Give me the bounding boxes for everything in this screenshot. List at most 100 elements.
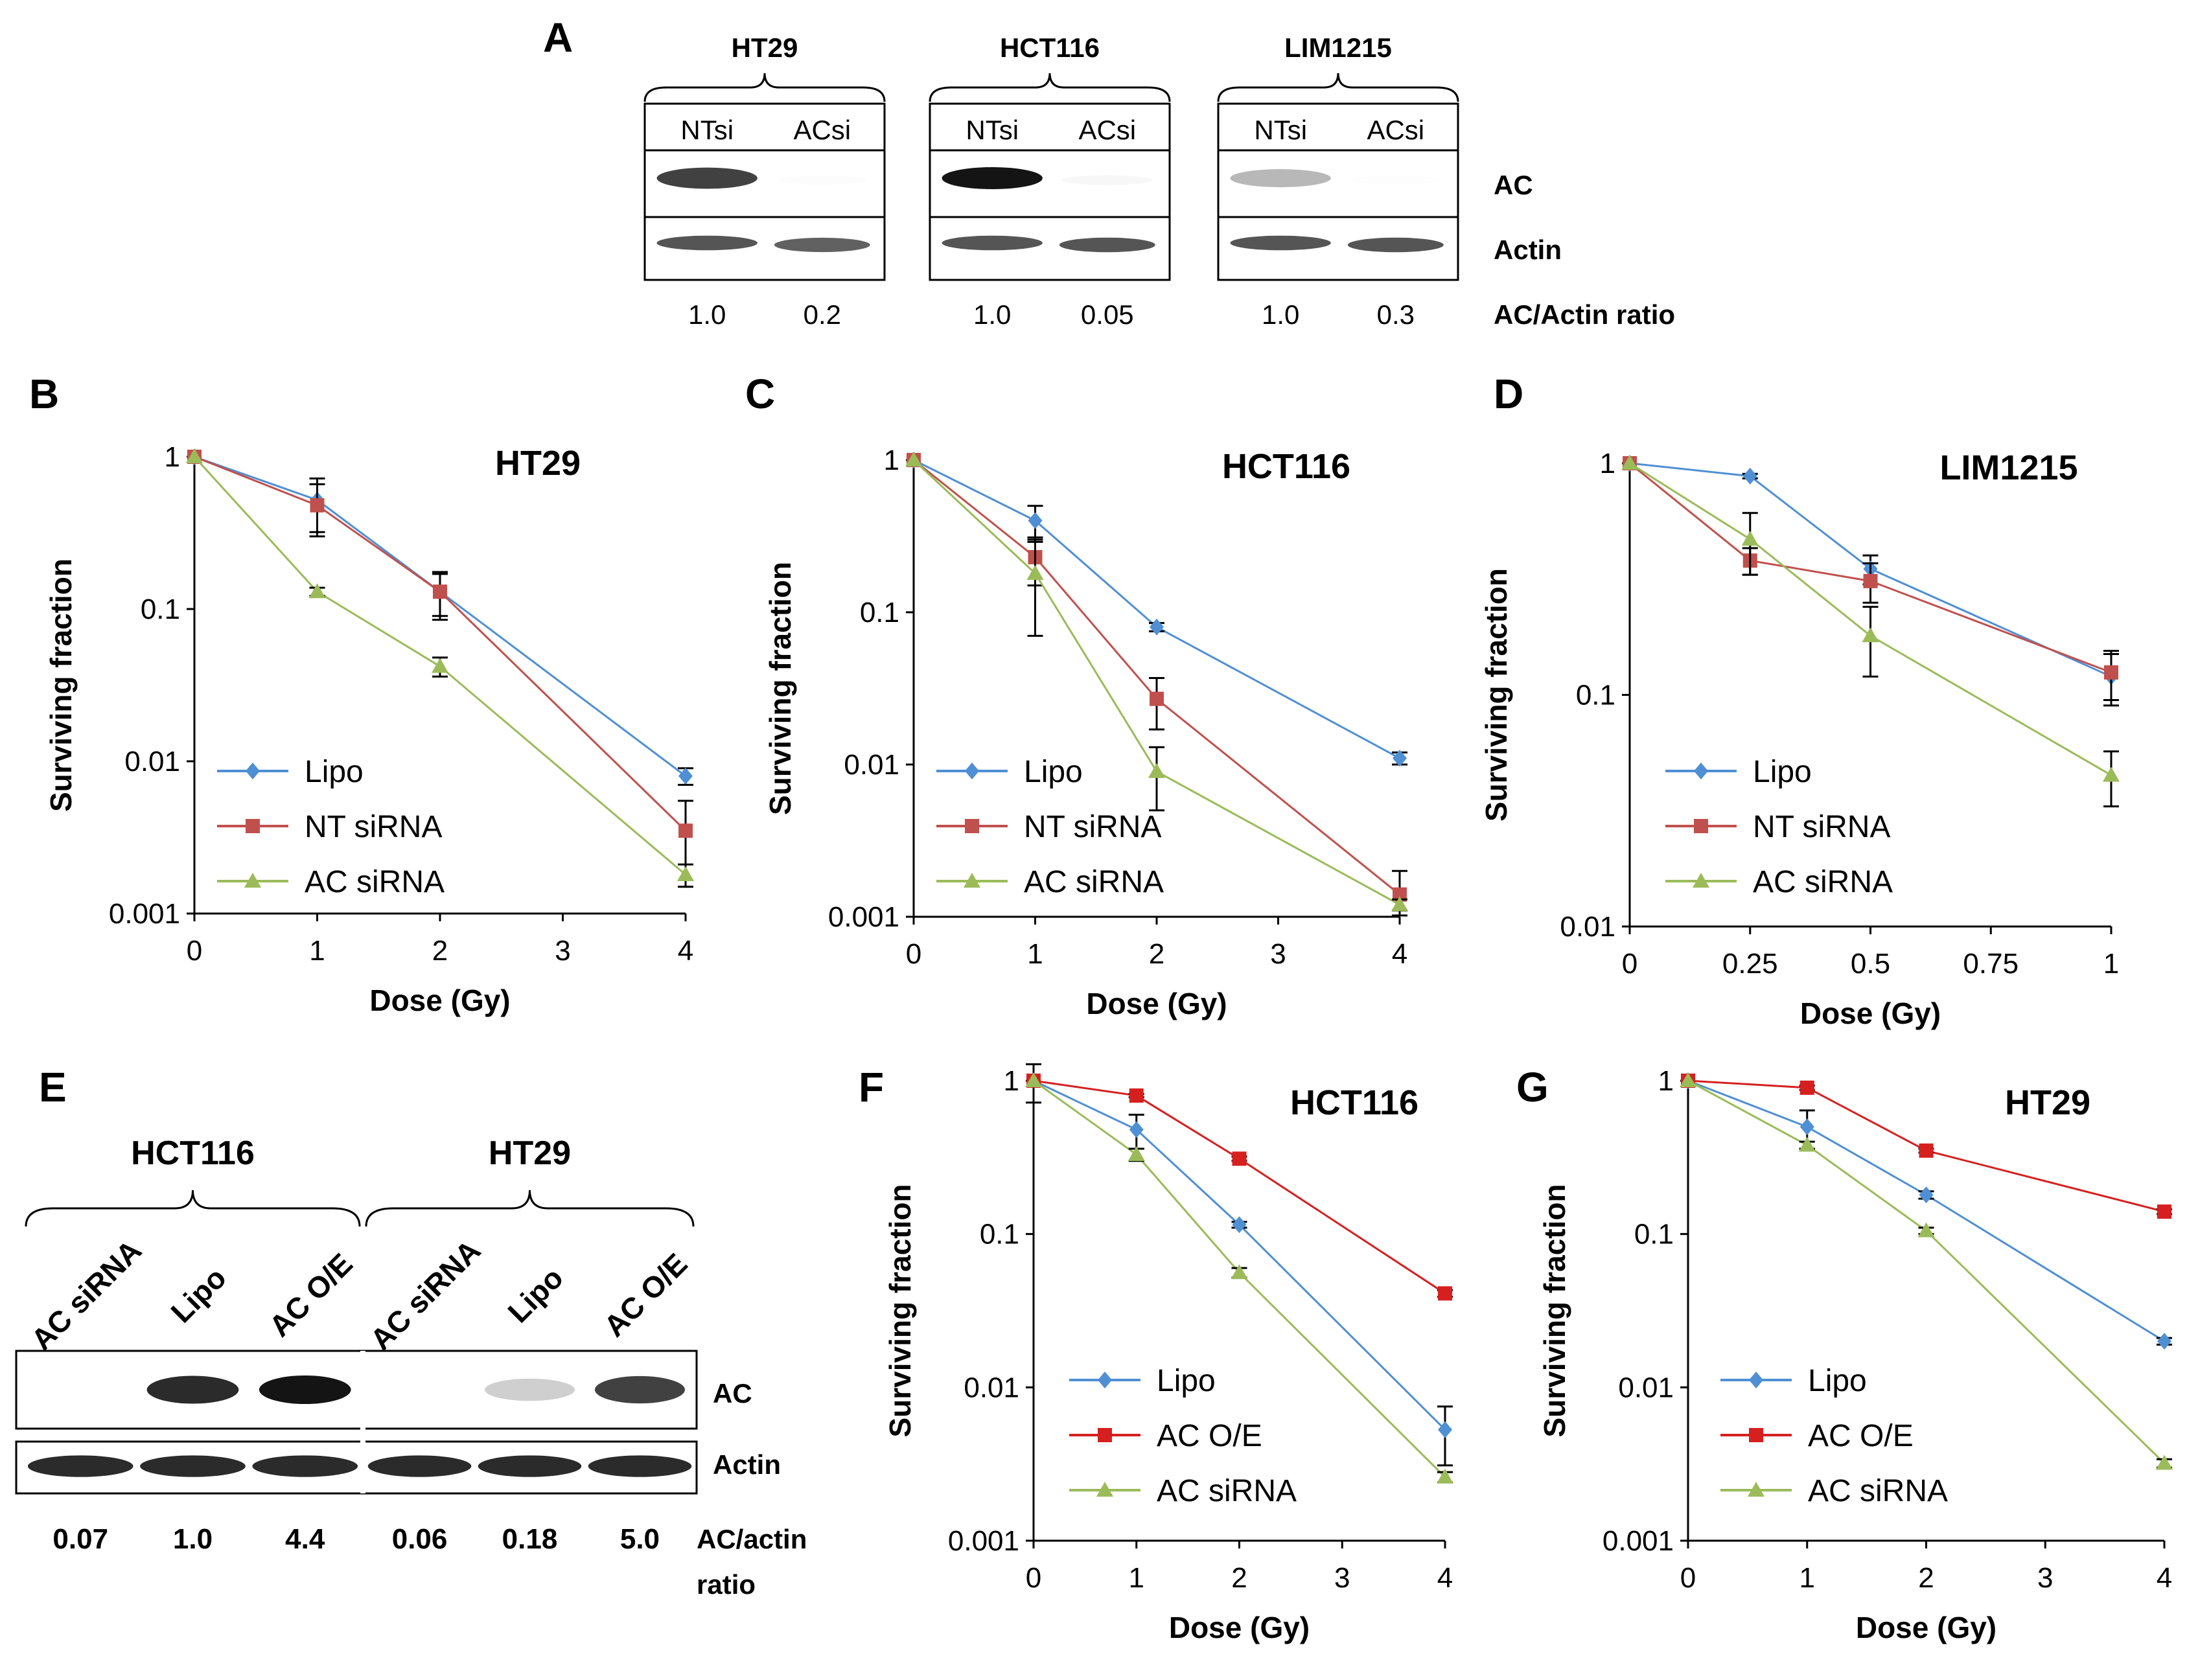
actin-band [656,235,758,251]
blot-frame [15,1350,698,1430]
data-point [1437,1468,1453,1484]
y-tick-label: 1 [884,444,899,476]
row-label-ac: AC [713,1378,752,1409]
x-tick-label: 3 [2037,1562,2053,1594]
data-point [1742,467,1757,485]
data-point [1129,1121,1144,1138]
data-point [1028,512,1043,529]
ratio-value: 0.3 [1377,299,1415,330]
ac-band [1061,175,1153,185]
series-ac-sirna [1621,455,2120,808]
series-line [1687,1079,2166,1464]
lane-label: NTsi [966,115,1019,145]
actin-band [942,235,1043,251]
data-point [1128,1145,1145,1161]
chart-title: HT29 [495,444,581,483]
x-tick-label: 2 [1918,1562,1934,1594]
chart-title: HT29 [2005,1083,2090,1122]
series-lipo [1681,1072,2172,1350]
lane-label: ACsi [793,115,851,145]
legend-label: NT siRNA [305,810,442,844]
y-tick-label: 1 [165,441,180,473]
data-point [1148,763,1165,778]
series-line [1629,462,2112,776]
legend-marker [1693,873,1709,888]
data-point [1150,691,1164,706]
data-point [2157,1333,2171,1350]
lane-label: NTsi [680,115,734,145]
y-tick-label: 0.1 [1634,1219,1674,1250]
lane-label: AC siRNA [364,1233,487,1356]
actin-band [252,1455,358,1477]
data-point [1680,1072,1696,1087]
y-tick-label: 0.1 [1576,680,1615,711]
data-point [1232,1216,1247,1234]
x-tick-label: 1 [1799,1562,1815,1594]
panel-a-western-blot: A HT29 NTsi 1.0 ACsi 0.2 HCT116 NTsi 1.0 ACsi 0.05… [543,14,1675,330]
bracket [643,73,886,102]
x-tick-label: 2 [1231,1562,1247,1594]
lane-label: NTsi [1254,115,1307,145]
legend-marker [1098,1428,1112,1442]
legend-label: AC siRNA [1157,1474,1297,1508]
actin-band [774,237,870,253]
data-point [1026,565,1044,581]
ratio-value: 1.0 [973,299,1011,330]
y-tick-label: 0.001 [828,901,899,933]
chart-title: HCT116 [1290,1083,1418,1122]
data-point [1391,896,1408,912]
data-point [1393,750,1407,767]
data-point [2157,1204,2171,1219]
series-line [1033,1079,1446,1478]
x-tick-label: 4 [678,935,693,967]
data-point [433,584,447,599]
data-point [310,498,325,512]
ratio-row-label: ratio [697,1569,756,1600]
legend-marker [964,873,980,888]
series-line [1687,1079,2165,1213]
legend-marker [1694,819,1708,833]
data-point [2156,1455,2173,1470]
lane-label: ACsi [1078,115,1136,145]
ratio-value: 1.0 [1262,299,1299,330]
x-tick-label: 0.5 [1851,948,1890,980]
data-point [677,866,694,882]
actin-band [27,1455,133,1477]
panel-label: F [859,1064,884,1110]
series-ac-sirna [905,452,1408,912]
lane-label: AC O/E [262,1247,359,1343]
lane-label: AC O/E [597,1247,694,1343]
x-axis-label: Dose (Gy) [1856,1611,1996,1644]
legend-label: AC siRNA [305,865,445,899]
x-tick-label: 3 [1270,938,1286,970]
y-tick-label: 1 [1658,1065,1674,1097]
legend-marker [246,763,260,779]
ratio-value: 0.06 [392,1523,448,1555]
data-point [678,823,693,838]
bracket [25,1190,361,1227]
x-axis-label: Dose (Gy) [369,984,510,1017]
data-point [2103,766,2120,782]
bracket [365,1190,695,1227]
actin-band [367,1455,472,1477]
x-tick-label: 4 [2157,1562,2172,1594]
data-point [1919,1186,1934,1204]
data-point [1917,1222,1935,1237]
legend-label: Lipo [1024,755,1083,789]
data-point [678,767,693,785]
chart-title: HCT116 [1222,447,1350,486]
panel-e-western-blot: E HCT116 AC siRNA 0.07 Lipo 1.0 AC O/E 4.4 HT29 A… [15,1064,807,1600]
legend-label: AC siRNA [1024,865,1164,899]
ratio-value: 0.18 [502,1523,558,1555]
cell-line-label: HT29 [732,32,798,63]
y-tick-label: 0.1 [980,1219,1019,1250]
x-tick-label: 4 [1392,938,1407,970]
y-tick-label: 0.1 [860,597,899,628]
lane-label: ACsi [1367,115,1424,145]
y-tick-label: 0.1 [141,593,180,625]
legend-label: NT siRNA [1753,810,1890,844]
